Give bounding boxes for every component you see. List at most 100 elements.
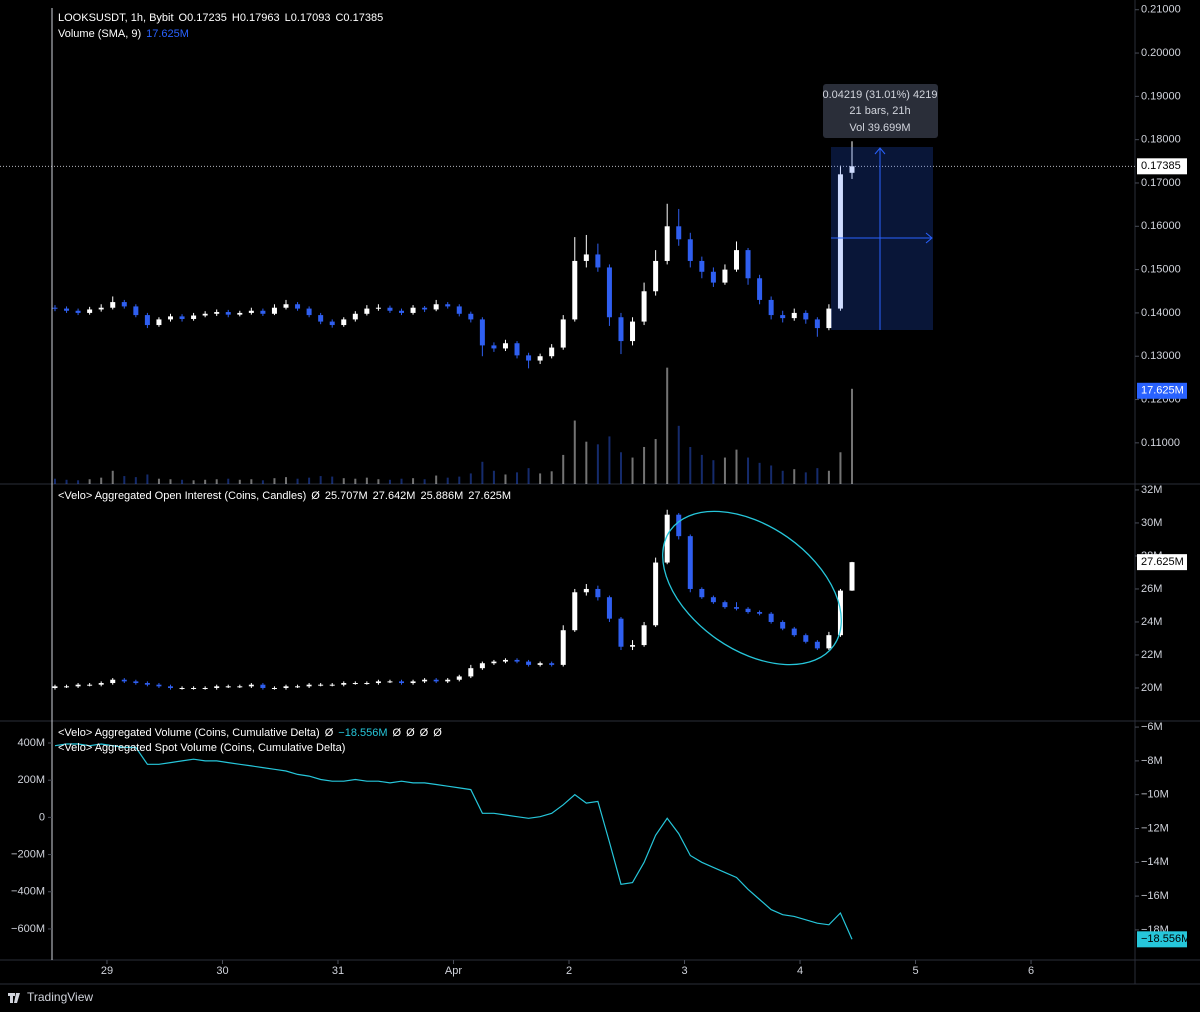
candle-body bbox=[156, 319, 162, 326]
legend-text: 25.707M bbox=[325, 490, 368, 502]
candle-body bbox=[710, 597, 716, 603]
volume-bar bbox=[839, 452, 842, 484]
measure-arrow-head bbox=[925, 232, 933, 244]
candle-body bbox=[202, 313, 208, 316]
volume-bar bbox=[181, 479, 184, 484]
volume-bar bbox=[770, 465, 773, 484]
candle-body bbox=[849, 166, 855, 173]
candle-body bbox=[295, 304, 301, 309]
candle-body bbox=[341, 683, 347, 685]
candle-body bbox=[110, 679, 116, 684]
candle-body bbox=[433, 679, 439, 682]
brand: TradingView bbox=[27, 990, 93, 1004]
volume-sma-tag: 17.625M bbox=[1141, 385, 1184, 397]
volume-bar bbox=[273, 478, 276, 484]
volume-bar bbox=[481, 461, 484, 484]
candle-body bbox=[722, 602, 728, 608]
y-tick-label: 0.13000 bbox=[1141, 350, 1181, 362]
legend-text: Ø bbox=[433, 727, 442, 739]
volume-bar bbox=[573, 420, 576, 484]
candle-body bbox=[121, 679, 127, 682]
measure-text: 21 bars, 21h bbox=[849, 105, 910, 117]
y2-tick-label: 0 bbox=[39, 811, 45, 823]
candle-body bbox=[248, 684, 254, 687]
volume-bar bbox=[735, 449, 738, 484]
volume-bar bbox=[723, 457, 726, 484]
y-tick-label: 0.20000 bbox=[1141, 47, 1181, 59]
candle-body bbox=[364, 683, 370, 685]
x-tick-label: 31 bbox=[332, 965, 344, 977]
volume-bar bbox=[238, 479, 241, 484]
candle-body bbox=[768, 299, 774, 316]
legend-text: 27.642M bbox=[373, 490, 416, 502]
candle-body bbox=[248, 310, 254, 313]
candle-body bbox=[433, 304, 439, 310]
candle-body bbox=[560, 630, 566, 665]
candle-body bbox=[456, 676, 462, 680]
volume-bar bbox=[77, 480, 80, 484]
volume-bar bbox=[458, 476, 461, 484]
legend-text: LOOKSUSDT, 1h, Bybit bbox=[58, 12, 174, 24]
last-price-tag: 0.17385 bbox=[1141, 160, 1181, 172]
legend-text: Ø bbox=[325, 727, 334, 739]
candle-body bbox=[676, 514, 682, 537]
candle-body bbox=[375, 681, 381, 684]
volume-bar bbox=[342, 478, 345, 484]
candle-body bbox=[664, 226, 670, 261]
candle-body bbox=[583, 254, 589, 261]
candle-body bbox=[826, 308, 832, 329]
legend-text: <Velo> Aggregated Volume (Coins, Cumulat… bbox=[58, 727, 320, 739]
candle-body bbox=[144, 683, 150, 685]
candle-body bbox=[271, 687, 277, 689]
volume-bar bbox=[53, 478, 56, 484]
candle-body bbox=[699, 588, 705, 598]
candle-body bbox=[837, 174, 843, 309]
legend-text: 17.625M bbox=[146, 28, 189, 40]
volume-bar bbox=[261, 480, 264, 484]
volume-bar bbox=[539, 473, 542, 484]
y2-tick-label: 400M bbox=[17, 737, 45, 749]
legend-text: Volume (SMA, 9) bbox=[58, 28, 141, 40]
y-tick-label: 24M bbox=[1141, 616, 1162, 628]
legend-text: −18.556M bbox=[338, 727, 387, 739]
volume-bar bbox=[435, 475, 438, 484]
y-tick-label: −16M bbox=[1141, 890, 1169, 902]
candle-body bbox=[479, 663, 485, 669]
candle-body bbox=[733, 607, 739, 609]
x-tick-label: 4 bbox=[797, 965, 803, 977]
volume-bar bbox=[851, 388, 854, 484]
x-tick-label: Apr bbox=[445, 965, 462, 977]
y2-tick-label: 200M bbox=[17, 774, 45, 786]
x-tick-label: 3 bbox=[681, 965, 687, 977]
candle-body bbox=[479, 319, 485, 346]
candle-body bbox=[445, 679, 451, 682]
volume-bar bbox=[804, 472, 807, 484]
candle-body bbox=[791, 312, 797, 319]
candle-body bbox=[468, 668, 474, 677]
candle-body bbox=[87, 309, 93, 313]
volume-bar bbox=[134, 477, 137, 484]
candle-body bbox=[803, 312, 809, 320]
candle-body bbox=[52, 307, 58, 309]
candle-body bbox=[64, 686, 70, 688]
candle-body bbox=[121, 302, 127, 307]
volume-bar bbox=[65, 479, 68, 484]
volume-bar bbox=[643, 446, 646, 484]
candle-body bbox=[133, 681, 139, 684]
candle-body bbox=[375, 307, 381, 309]
candle-body bbox=[98, 683, 104, 685]
candle-body bbox=[144, 315, 150, 326]
candle-body bbox=[641, 625, 647, 646]
y-tick-label: 0.14000 bbox=[1141, 307, 1181, 319]
candle-body bbox=[537, 356, 543, 361]
candle-body bbox=[664, 514, 670, 563]
measure-text: 0.04219 (31.01%) 4219 bbox=[823, 89, 938, 101]
candle-body bbox=[733, 250, 739, 270]
candle-body bbox=[676, 226, 682, 240]
volume-bar bbox=[319, 476, 322, 484]
candle-body bbox=[318, 684, 324, 686]
volume-bar bbox=[308, 477, 311, 484]
logo bbox=[8, 993, 20, 1003]
